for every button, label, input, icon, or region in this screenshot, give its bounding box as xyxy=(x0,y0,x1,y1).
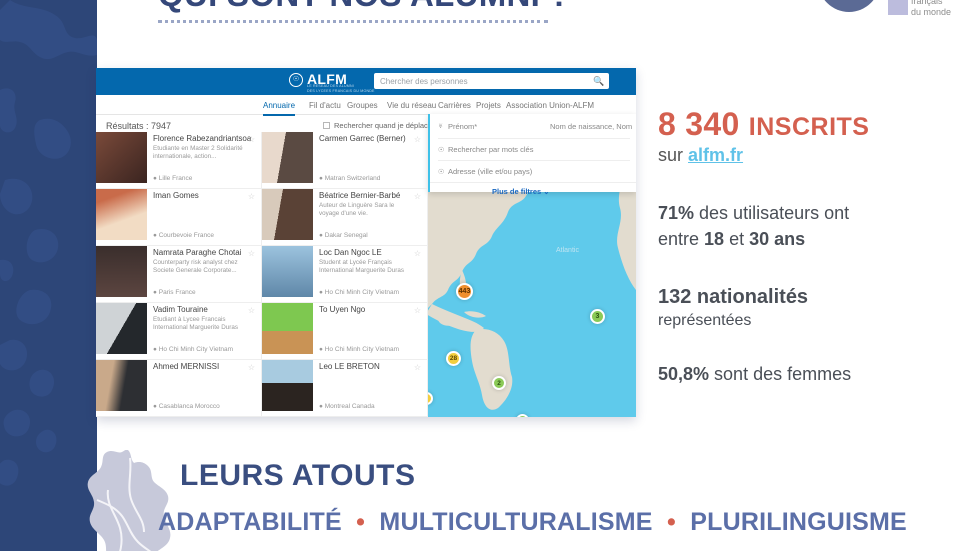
svg-text:Atlantic: Atlantic xyxy=(556,247,579,254)
